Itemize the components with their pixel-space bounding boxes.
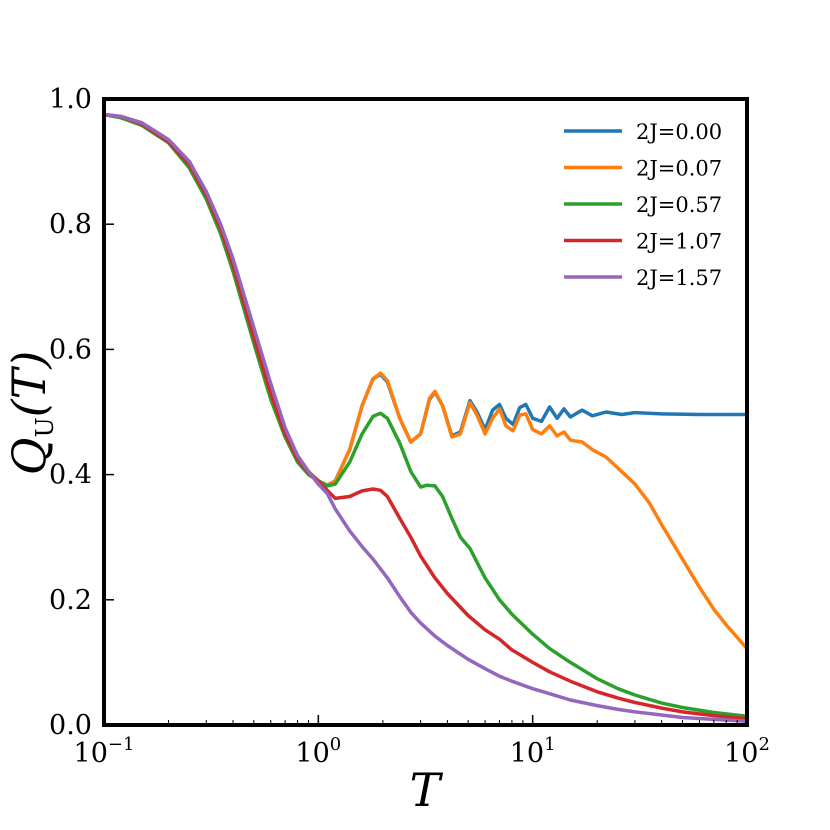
y-tick-label-5: 0.8 [49, 209, 92, 240]
x-tick-label-3: 101 [510, 734, 556, 769]
series-line-4 [103, 112, 748, 721]
series-layer [103, 112, 749, 723]
y-tick-label-3: 0.4 [49, 460, 92, 491]
legend-label-1: 2J=0.00 [636, 120, 722, 144]
y-tick-label-6: 1.0 [49, 84, 92, 115]
legend-label-2: 2J=0.07 [636, 157, 722, 181]
axis-tick-labels: 10−1 100 101 102 0.0 0.2 0.4 0.6 0.8 1.0 [49, 84, 770, 769]
y-axis-label: QU(T) [2, 351, 59, 476]
legend-label-3: 2J=0.57 [636, 193, 722, 217]
y-tick-label-2: 0.2 [49, 585, 92, 616]
y-axis-label-sub: U [31, 417, 59, 437]
legend-label-5: 2J=1.57 [636, 266, 722, 290]
legend-label-4: 2J=1.07 [636, 230, 722, 254]
series-line-5 [103, 112, 748, 723]
x-tick-label-1: 10−1 [74, 734, 135, 769]
x-axis-label: T [410, 763, 444, 817]
svg-text:QU(T): QU(T) [2, 351, 59, 476]
y-axis-label-arg: (T) [2, 351, 56, 418]
y-axis-label-main: Q [2, 438, 56, 476]
legend: 2J=0.00 2J=0.07 2J=0.57 2J=1.07 2J=1.57 [564, 120, 722, 290]
plot-frame [102, 97, 749, 727]
x-tick-label-2: 100 [295, 734, 341, 769]
x-tick-label-4: 102 [724, 734, 770, 769]
y-tick-label-4: 0.6 [49, 334, 92, 365]
axis-ticks [103, 98, 748, 726]
y-tick-label-1: 0.0 [49, 710, 92, 741]
